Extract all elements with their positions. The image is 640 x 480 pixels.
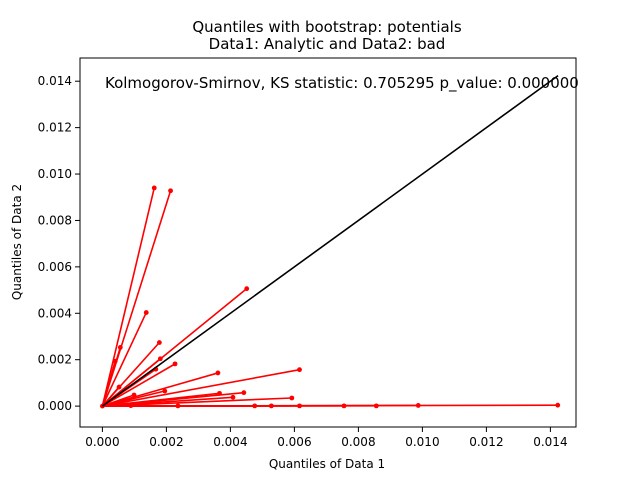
bootstrap-point: [215, 370, 221, 376]
x-axis-label: Quantiles of Data 1: [269, 457, 385, 471]
bootstrap-point: [268, 403, 274, 409]
bootstrap-point: [143, 310, 149, 315]
plot-area: [100, 74, 561, 409]
bootstrap-segment: [101, 187, 156, 407]
bootstrap-point: [297, 403, 302, 409]
bootstrap-segment: [101, 312, 147, 407]
y-tick-label: 0.000: [38, 399, 72, 413]
y-tick-label: 0.008: [38, 213, 72, 227]
bootstrap-point: [156, 340, 162, 345]
bootstrap-point: [112, 358, 118, 364]
bootstrap-point: [244, 286, 250, 292]
bootstrap-point: [217, 390, 222, 396]
bootstrap-point: [172, 361, 178, 367]
bootstrap-point: [117, 344, 123, 350]
x-tick-label: 0.014: [533, 435, 567, 449]
bootstrap-point: [341, 403, 347, 409]
bootstrap-point: [151, 185, 157, 191]
bootstrap-point: [157, 356, 163, 362]
y-axis-label: Quantiles of Data 2: [10, 184, 24, 300]
y-tick-label: 0.012: [38, 121, 72, 135]
x-tick-label: 0.006: [277, 435, 311, 449]
y-tick-label: 0.014: [38, 74, 72, 88]
bootstrap-point: [128, 403, 134, 409]
x-tick-label: 0.008: [341, 435, 375, 449]
bootstrap-point: [116, 384, 122, 390]
bootstrap-point: [230, 394, 236, 400]
bootstrap-segment: [102, 404, 558, 407]
y-tick-label: 0.002: [38, 353, 72, 367]
y-axis-ticks: 0.000 0.002 0.004 0.006 0.008 0.010 0.012 0.014: [38, 74, 80, 413]
y-tick-label: 0.004: [38, 306, 72, 320]
bootstrap-point: [175, 403, 181, 409]
bootstrap-segment: [102, 368, 300, 407]
chart-title-line1: Quantiles with bootstrap: potentials: [192, 18, 462, 36]
bootstrap-point: [297, 367, 302, 373]
reference-diagonal-line: [101, 74, 559, 407]
bootstrap-segment: [102, 372, 219, 407]
x-tick-label: 0.000: [85, 435, 119, 449]
bootstrap-point: [168, 188, 173, 194]
bootstrap-point: [415, 403, 421, 408]
x-tick-label: 0.004: [213, 435, 247, 449]
x-tick-label: 0.012: [469, 435, 503, 449]
bootstrap-segment: [102, 397, 292, 407]
bootstrap-point: [252, 403, 258, 409]
ks-annotation: Kolmogorov-Smirnov, KS statistic: 0.7052…: [105, 74, 579, 93]
chart-title-line2: Data1: Analytic and Data2: bad: [209, 35, 446, 53]
bootstrap-segment: [101, 360, 116, 407]
bootstrap-point: [373, 403, 379, 409]
bootstrap-segment: [101, 363, 176, 407]
bootstrap-point: [131, 392, 137, 398]
plot-frame: [79, 57, 577, 428]
bootstrap-point: [241, 390, 247, 396]
bootstrap-point: [289, 395, 295, 401]
y-tick-label: 0.006: [38, 260, 72, 274]
y-tick-label: 0.010: [38, 167, 72, 181]
bootstrap-point: [162, 388, 168, 394]
bootstrap-point: [555, 402, 561, 408]
x-tick-label: 0.010: [405, 435, 439, 449]
bootstrap-segment: [101, 386, 120, 407]
x-axis-ticks: 0.000 0.002 0.004 0.006 0.008 0.010 0.012 0.014: [85, 427, 568, 449]
x-tick-label: 0.002: [149, 435, 183, 449]
